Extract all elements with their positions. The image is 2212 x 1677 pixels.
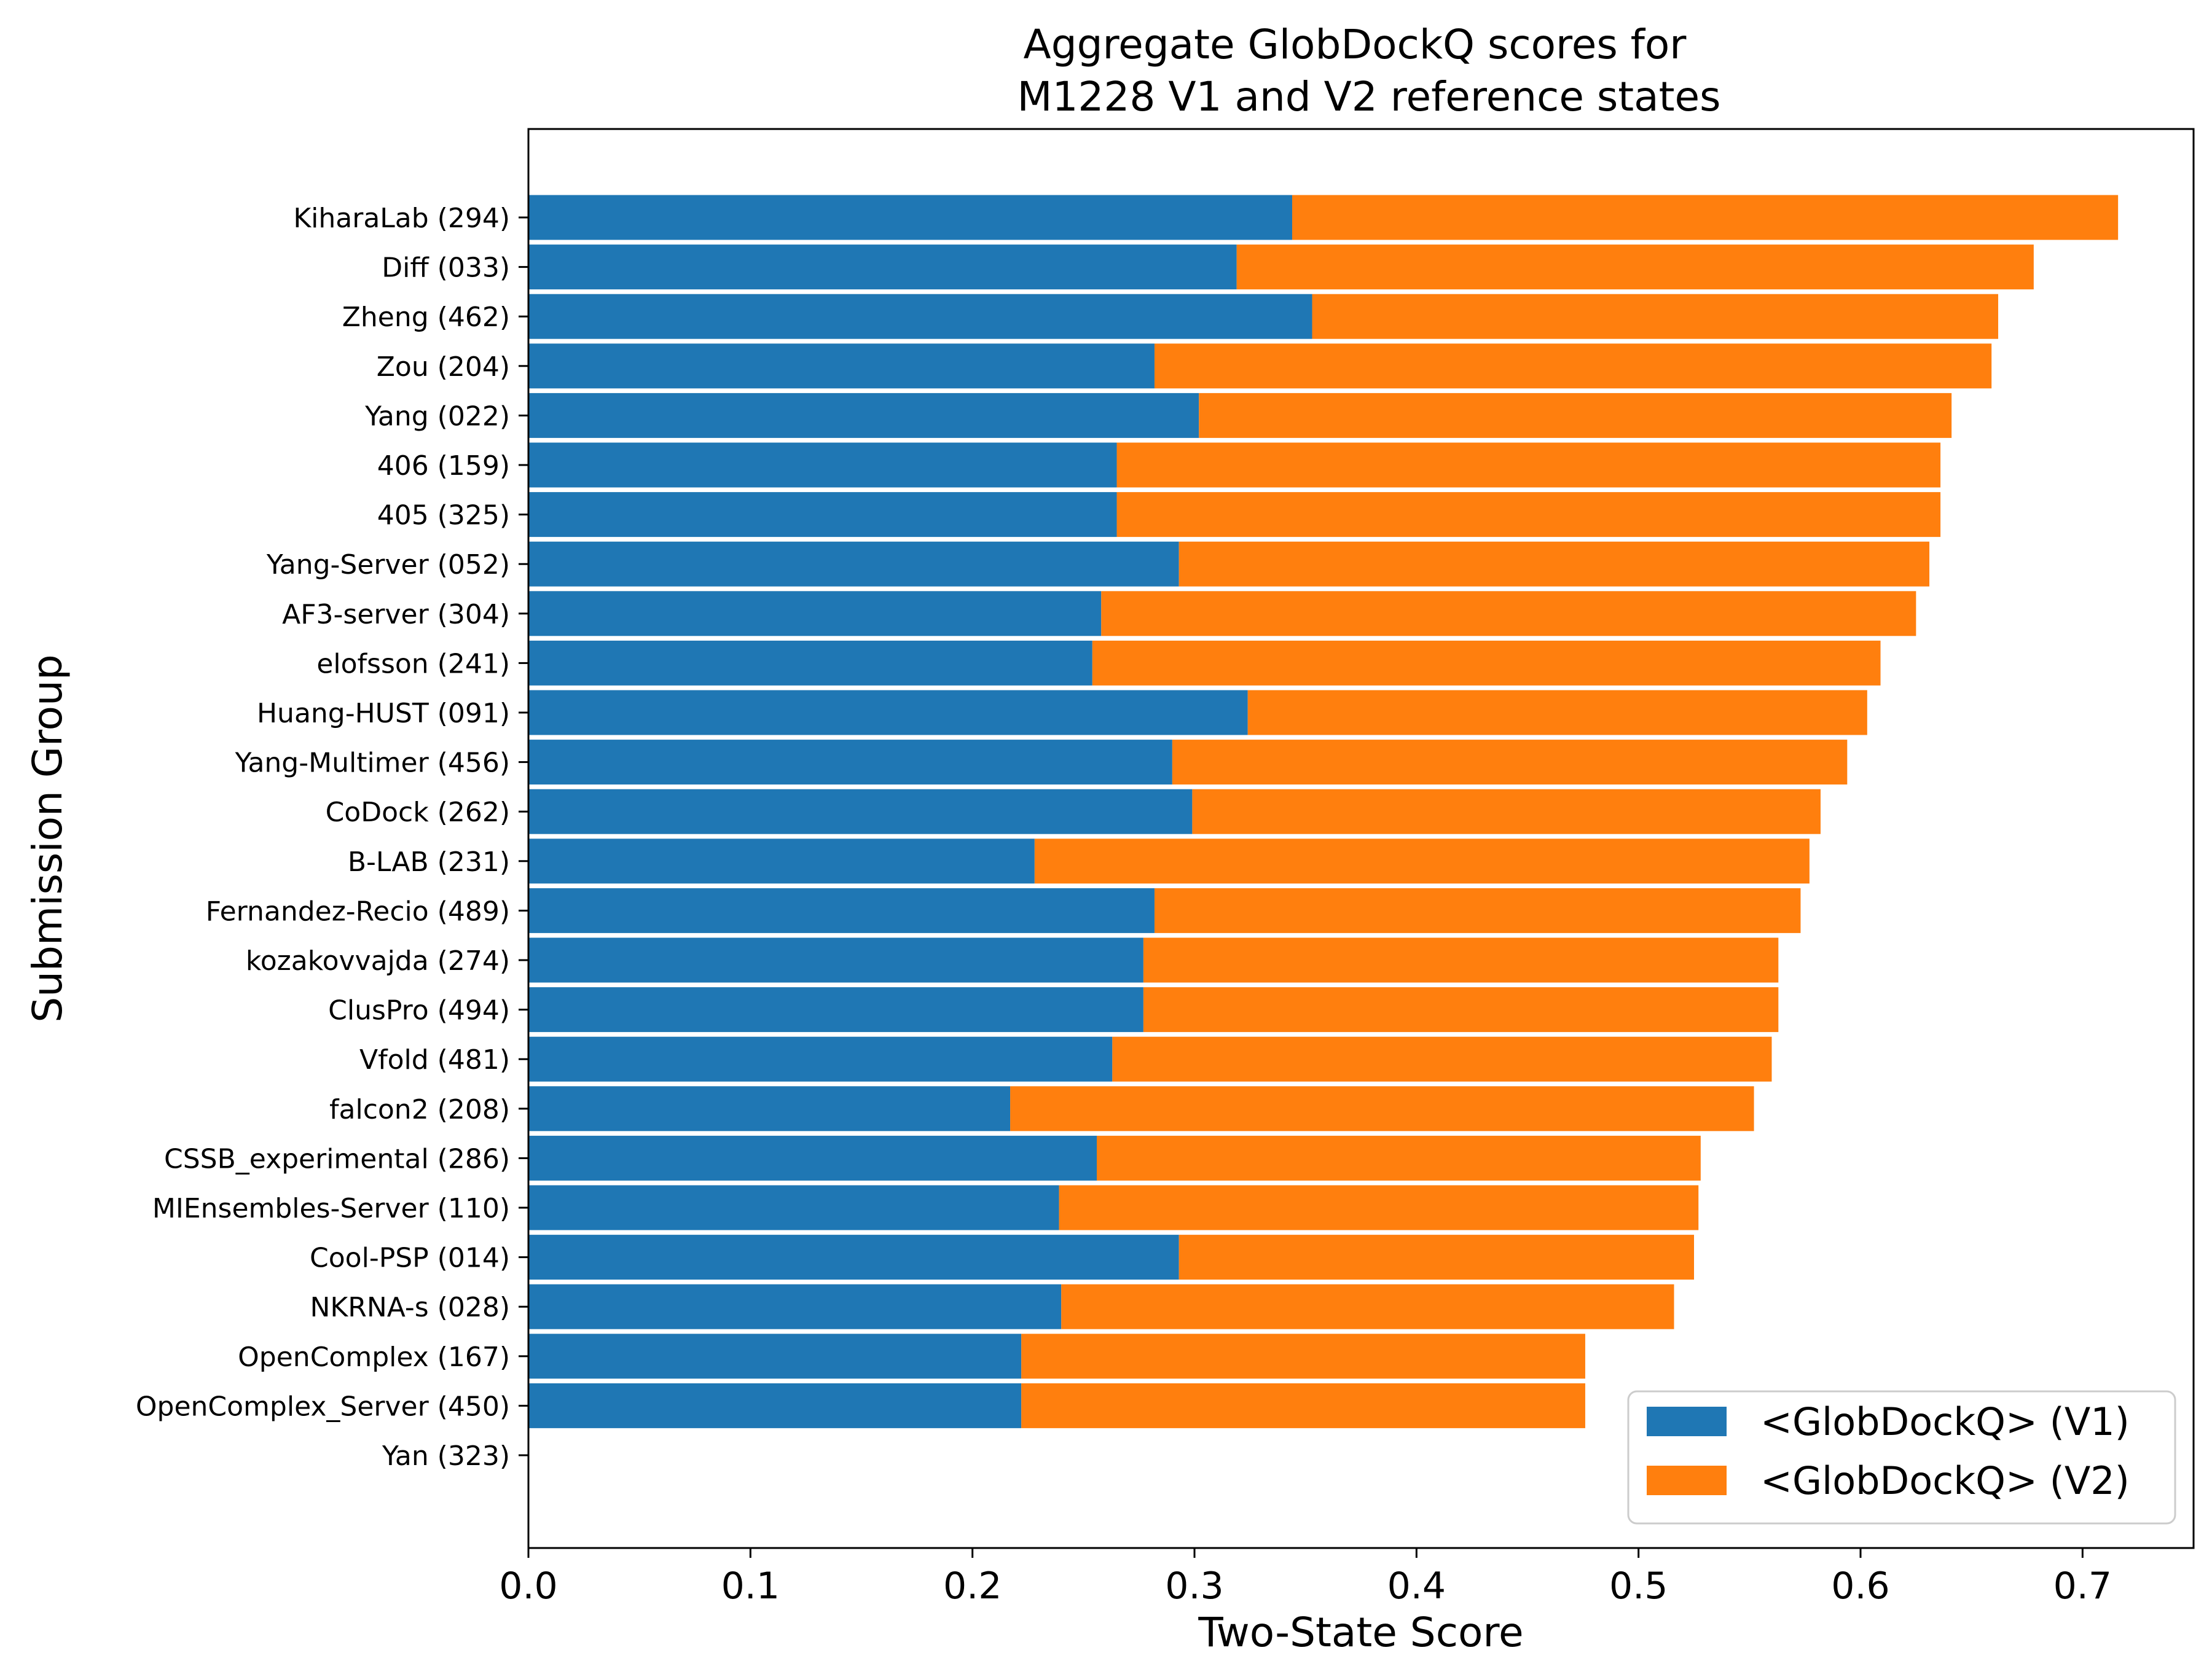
bar-v1: [528, 591, 1102, 636]
legend-box: [1627, 1390, 2176, 1525]
bar-v2: [1021, 1383, 1585, 1428]
y-tick-label: AF3-server (304): [282, 599, 510, 630]
bar-v2: [1061, 1284, 1674, 1329]
x-tick-label: 0.4: [1387, 1565, 1446, 1608]
x-ticks-group: 0.0 0.1 0.2 0.3 0.4 0.5 0.6 0.7: [499, 1548, 2112, 1608]
bar-v1: [528, 1284, 1062, 1329]
y-tick-label: falcon2 (208): [329, 1094, 510, 1125]
bar-v2: [1312, 294, 1999, 339]
y-tick-label: Yang-Multimer (456): [235, 748, 510, 779]
y-tick-label: MIEnsembles-Server (110): [152, 1193, 510, 1224]
y-tick-label: OpenComplex (167): [238, 1342, 510, 1373]
y-tick-label: 405 (325): [377, 500, 510, 531]
bar-v1: [528, 244, 1237, 290]
y-tick-label: KiharaLab (294): [293, 203, 510, 234]
bar-v2: [1247, 690, 1867, 735]
legend-swatch-v1: [1647, 1407, 1727, 1436]
bar-v2: [1143, 937, 1779, 983]
bar-v2: [1021, 1334, 1585, 1379]
y-tick-label: kozakovvajda (274): [246, 945, 510, 977]
bar-v2: [1112, 1036, 1772, 1082]
bar-v1: [528, 690, 1248, 735]
y-tick-label: Yan (323): [382, 1440, 510, 1472]
bar-v1: [528, 442, 1117, 488]
bar-v1: [528, 937, 1143, 983]
x-tick-label: 0.1: [721, 1565, 780, 1608]
y-tick-label: 406 (159): [377, 450, 510, 482]
bar-v1: [528, 838, 1035, 884]
bar-v1: [528, 1036, 1113, 1082]
bar-v1: [528, 393, 1199, 438]
bar-v2: [1292, 195, 2119, 240]
y-tick-label: Zou (204): [377, 351, 510, 383]
bar-v1: [528, 1334, 1022, 1379]
bar-v2: [1010, 1086, 1754, 1132]
bar-v1: [528, 1383, 1022, 1428]
x-tick-label: 0.7: [2053, 1565, 2112, 1608]
legend-label-v1: <GlobDockQ> (V1): [1760, 1399, 2130, 1444]
plot-frame: [527, 128, 2195, 1549]
y-tick-label: elofsson (241): [316, 648, 510, 679]
bar-v2: [1172, 740, 1848, 785]
chart-title-line-1: Aggregate GlobDockQ scores for: [1024, 21, 1687, 68]
bar-v1: [528, 740, 1172, 785]
bar-v2: [1179, 1235, 1694, 1280]
bar-v2: [1092, 640, 1881, 686]
bars-group: [528, 195, 2119, 1428]
bar-v2: [1101, 591, 1916, 636]
bar-v2: [1116, 442, 1941, 488]
y-tick-label: OpenComplex_Server (450): [136, 1391, 510, 1422]
x-tick-label: 0.2: [943, 1565, 1002, 1608]
bar-v1: [528, 541, 1179, 587]
x-tick-label: 0.3: [1165, 1565, 1223, 1608]
chart-title-line-2: M1228 V1 and V2 reference states: [1018, 73, 1721, 120]
y-axis-label: Submission Group: [24, 654, 71, 1022]
y-tick-label: B-LAB (231): [348, 846, 510, 878]
bar-v1: [528, 492, 1117, 538]
bar-v2: [1154, 888, 1801, 933]
y-tick-label: NKRNA-s (028): [310, 1292, 511, 1323]
bar-v1: [528, 195, 1292, 240]
y-tick-label: Cool-PSP (014): [310, 1243, 510, 1274]
legend: <GlobDockQ> (V1) <GlobDockQ> (V2): [1627, 1390, 2176, 1525]
y-tick-label: Yang (022): [364, 401, 510, 432]
bar-v2: [1143, 987, 1779, 1033]
bar-v2: [1192, 789, 1821, 834]
bar-v2: [1059, 1185, 1699, 1230]
x-tick-label: 0.5: [1609, 1565, 1668, 1608]
bar-v2: [1034, 838, 1810, 884]
x-axis-label: Two-State Score: [1198, 1609, 1523, 1656]
x-tick-label: 0.6: [1831, 1565, 1889, 1608]
y-tick-label: Diff (033): [382, 252, 510, 284]
bar-v2: [1236, 244, 2034, 290]
y-tick-label: CSSB_experimental (286): [164, 1143, 510, 1175]
legend-label-v2: <GlobDockQ> (V2): [1760, 1458, 2130, 1503]
bar-v1: [528, 987, 1143, 1033]
bar-v1: [528, 1086, 1011, 1132]
bar-v1: [528, 1135, 1097, 1181]
bar-v2: [1097, 1135, 1701, 1181]
y-tick-label: Fernandez-Recio (489): [206, 896, 510, 927]
y-tick-label: ClusPro (494): [328, 995, 510, 1026]
y-tick-label: Huang-HUST (091): [257, 698, 510, 729]
bar-v1: [528, 888, 1155, 933]
bar-v2: [1179, 541, 1930, 587]
y-tick-label: Zheng (462): [342, 302, 510, 333]
legend-swatch-v2: [1647, 1466, 1727, 1495]
bar-v1: [528, 789, 1193, 834]
bar-v1: [528, 343, 1155, 389]
y-tick-label: CoDock (262): [326, 797, 510, 828]
bar-v1: [528, 640, 1092, 686]
y-ticks-group: KiharaLab (294) Diff (033) Zheng (462) Zou …: [136, 203, 528, 1472]
bar-v2: [1154, 343, 1992, 389]
y-tick-label: Yang-Server (052): [266, 549, 510, 580]
x-tick-label: 0.0: [499, 1565, 557, 1608]
bar-v2: [1116, 492, 1941, 538]
bar-v1: [528, 294, 1312, 339]
bar-v1: [528, 1235, 1179, 1280]
bar-v1: [528, 1185, 1059, 1230]
bar-v2: [1199, 393, 1952, 438]
y-tick-label: Vfold (481): [359, 1044, 510, 1076]
